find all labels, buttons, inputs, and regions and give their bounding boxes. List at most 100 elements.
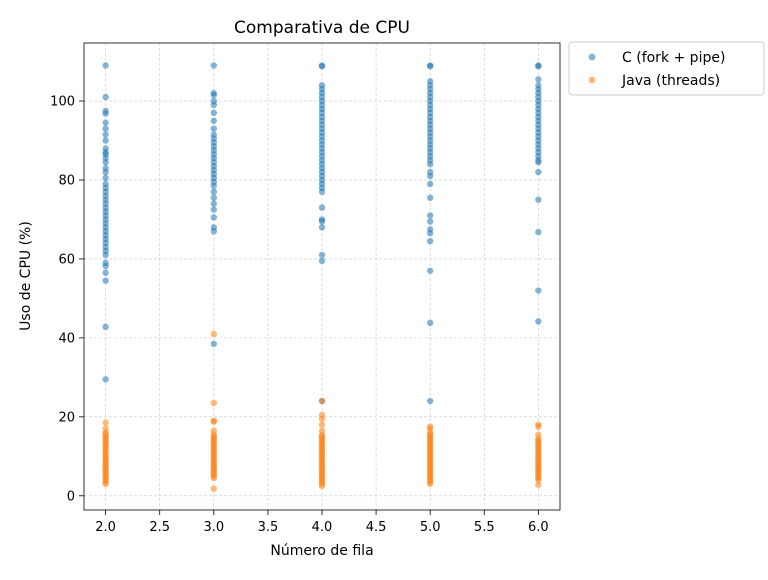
java-data-point	[318, 415, 326, 423]
c-data-point	[210, 117, 218, 124]
c-data-point	[102, 323, 109, 331]
java-data-point	[210, 399, 218, 407]
java-data-point	[535, 423, 542, 430]
c-data-point	[210, 101, 218, 109]
c-data-point	[102, 62, 109, 69]
x-axis-ticks: 2.0 2.5 3.0 3.5 4.0 4.5 5.0 5.5 6.0	[95, 510, 549, 535]
x-axis-label: Número de fila	[270, 543, 373, 559]
c-data-point	[102, 137, 109, 144]
c-data-point	[210, 206, 218, 213]
legend-marker-java	[588, 76, 596, 84]
c-data-point	[102, 159, 109, 166]
c-data-point	[318, 204, 326, 211]
java-data-point	[535, 476, 542, 484]
c-data-point	[102, 119, 109, 126]
java-data-point	[102, 480, 109, 488]
c-data-point	[210, 340, 218, 348]
c-data-point	[426, 180, 434, 188]
c-data-point	[102, 125, 109, 132]
c-data-point	[102, 277, 109, 284]
c-data-point	[210, 91, 218, 99]
y-tick-label: 0	[67, 489, 75, 504]
y-axis-ticks: 0 20 40 60 80 100	[50, 95, 84, 504]
java-data-point	[318, 421, 326, 428]
chart-title: Comparativa de CPU	[234, 18, 410, 38]
c-data-point	[102, 174, 109, 182]
c-data-point	[535, 228, 542, 236]
c-data-point	[318, 224, 326, 231]
x-tick-label: 3.0	[203, 520, 224, 535]
c-data-point	[535, 318, 542, 325]
legend-label-java: Java (threads)	[621, 73, 720, 89]
c-data-point	[210, 194, 218, 201]
x-tick-label: 3.5	[258, 520, 279, 535]
x-tick-label: 5.5	[474, 520, 495, 535]
java-data-point	[210, 485, 218, 492]
java-data-point	[426, 480, 434, 488]
c-data-point	[318, 251, 326, 259]
x-tick-label: 2.5	[149, 520, 170, 535]
y-axis-label: Uso de CPU (%)	[18, 221, 34, 331]
c-data-point	[426, 212, 434, 219]
x-tick-label: 6.0	[528, 520, 549, 535]
c-data-point	[535, 168, 542, 176]
c-data-point	[102, 168, 109, 176]
java-data-point	[102, 419, 109, 426]
x-tick-label: 4.5	[366, 520, 387, 535]
y-tick-label: 20	[58, 410, 75, 425]
y-tick-label: 60	[58, 252, 75, 267]
c-data-point	[426, 267, 434, 274]
c-data-point	[535, 76, 542, 83]
java-data-point	[210, 474, 218, 482]
c-data-point	[210, 214, 218, 221]
c-data-point	[426, 194, 434, 201]
java-data-point	[210, 330, 218, 338]
legend-marker-c	[588, 53, 596, 61]
c-data-point	[426, 397, 434, 405]
c-data-point	[102, 110, 109, 117]
c-data-point	[535, 196, 542, 203]
c-data-point	[426, 237, 434, 245]
c-data-point	[102, 376, 109, 383]
c-data-point	[535, 63, 542, 70]
c-data-point	[102, 251, 109, 259]
c-data-point	[318, 218, 326, 225]
x-tick-label: 4.0	[312, 520, 333, 535]
c-data-point	[426, 319, 434, 327]
c-data-point	[210, 188, 218, 196]
c-data-point	[102, 269, 109, 276]
x-tick-label: 2.0	[95, 520, 116, 535]
y-tick-label: 80	[58, 173, 75, 188]
c-data-point	[535, 159, 542, 166]
c-data-point	[318, 188, 326, 196]
java-data-point	[210, 418, 218, 425]
data-points	[102, 62, 542, 492]
java-data-point	[318, 397, 326, 405]
c-data-point	[210, 125, 218, 132]
legend-label-c: C (fork + pipe)	[622, 50, 725, 66]
c-data-point	[102, 93, 109, 101]
c-data-point	[210, 109, 218, 117]
c-data-point	[102, 131, 109, 138]
x-tick-label: 5.0	[420, 520, 441, 535]
legend: C (fork + pipe) Java (threads)	[568, 41, 765, 96]
legend-box	[568, 41, 765, 96]
c-data-point	[318, 63, 326, 70]
c-data-point	[426, 172, 434, 180]
c-data-point	[535, 287, 542, 294]
java-data-point	[535, 481, 542, 488]
c-data-point	[210, 62, 218, 69]
c-data-point	[210, 200, 218, 207]
c-data-point	[426, 230, 434, 237]
c-data-point	[210, 182, 218, 190]
y-tick-label: 40	[58, 331, 75, 346]
c-data-point	[318, 257, 326, 265]
y-tick-label: 100	[50, 95, 75, 110]
c-data-point	[426, 63, 434, 70]
c-data-point	[102, 262, 109, 270]
c-data-point	[426, 218, 434, 225]
c-data-point	[426, 160, 434, 168]
c-data-point	[210, 228, 218, 235]
